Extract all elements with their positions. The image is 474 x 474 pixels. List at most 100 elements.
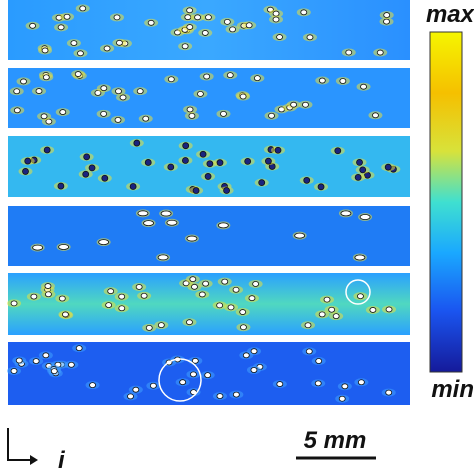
inclusion — [376, 49, 384, 56]
inclusion — [250, 367, 258, 373]
inclusion — [107, 288, 115, 295]
inclusion — [385, 306, 393, 313]
inclusion — [182, 280, 190, 287]
inclusion — [202, 280, 210, 287]
inclusion — [89, 382, 96, 389]
inclusion — [223, 187, 230, 194]
inclusion — [44, 283, 52, 289]
inclusion — [226, 72, 234, 79]
inclusion — [167, 76, 175, 83]
inclusion — [100, 85, 108, 92]
inclusion — [199, 150, 207, 158]
inclusion — [276, 381, 284, 387]
inclusion — [119, 94, 127, 101]
inclusion — [359, 214, 371, 220]
inclusion — [216, 302, 224, 309]
inclusion — [300, 9, 308, 16]
inclusion — [191, 357, 199, 364]
inclusion — [147, 19, 155, 26]
inclusion — [10, 368, 18, 374]
inclusion — [143, 220, 154, 227]
inclusion — [40, 113, 48, 120]
highlight-circle — [158, 358, 202, 402]
inclusion — [197, 91, 204, 97]
axis-label: i — [58, 447, 66, 474]
inclusion — [59, 109, 67, 115]
inclusion — [181, 43, 189, 50]
inclusion — [357, 293, 364, 300]
inclusion — [116, 39, 123, 46]
inclusion — [62, 311, 69, 318]
inclusion — [35, 88, 43, 94]
inclusion — [145, 324, 153, 331]
axis-arrow — [7, 428, 34, 461]
inclusion — [42, 352, 50, 359]
inclusion — [98, 239, 110, 246]
inclusion — [198, 291, 206, 298]
inclusion — [383, 12, 391, 18]
inclusion — [50, 368, 58, 375]
inclusion — [63, 13, 71, 20]
inclusion — [338, 395, 346, 402]
inclusion — [32, 244, 44, 251]
inclusion — [354, 254, 366, 261]
inclusion — [323, 296, 331, 303]
inclusion — [201, 30, 209, 36]
inclusion — [45, 291, 52, 298]
inclusion — [290, 101, 298, 108]
inclusion — [369, 307, 377, 313]
inclusion — [144, 159, 152, 166]
inclusion — [383, 18, 390, 25]
inclusion — [192, 187, 200, 194]
inclusion — [167, 163, 175, 171]
inclusion — [70, 40, 78, 46]
inclusion — [239, 309, 247, 315]
colorbar — [429, 31, 463, 373]
field-strips — [7, 0, 410, 405]
inclusion — [354, 173, 362, 181]
inclusion — [188, 112, 196, 119]
inclusion — [339, 78, 347, 84]
inclusion — [114, 117, 122, 123]
inclusion — [157, 322, 165, 329]
inclusion — [157, 254, 169, 261]
inclusion — [129, 183, 137, 190]
inclusion — [74, 71, 82, 77]
inclusion — [303, 176, 311, 184]
colorbar-min: min — [431, 376, 474, 403]
inclusion — [242, 352, 250, 359]
inclusion — [182, 157, 189, 164]
inclusion — [136, 88, 144, 95]
inclusion — [15, 357, 23, 364]
inclusion — [357, 379, 365, 386]
inclusion — [385, 389, 393, 396]
inclusion — [75, 345, 83, 352]
inclusion — [203, 73, 211, 80]
inclusion — [58, 295, 66, 302]
inclusion — [103, 45, 111, 52]
inclusion — [304, 322, 312, 329]
inclusion — [113, 14, 121, 21]
inclusion — [252, 281, 260, 287]
inclusion — [253, 75, 261, 82]
inclusion — [359, 166, 367, 174]
inclusion — [13, 107, 21, 114]
inclusion — [305, 348, 313, 355]
inclusion — [248, 295, 256, 302]
inclusion — [100, 110, 108, 117]
inclusion — [118, 305, 126, 312]
inclusion — [206, 160, 214, 168]
highlight-circle — [345, 279, 371, 305]
inclusion — [345, 49, 353, 56]
inclusion — [57, 24, 65, 31]
inclusion — [372, 112, 379, 119]
inclusion — [190, 371, 197, 378]
inclusion — [229, 26, 236, 33]
inclusion — [272, 16, 280, 23]
scale-bar-label: 5 mm — [304, 427, 367, 454]
inclusion — [58, 244, 70, 250]
inclusion — [232, 391, 240, 398]
inclusion — [318, 311, 326, 318]
